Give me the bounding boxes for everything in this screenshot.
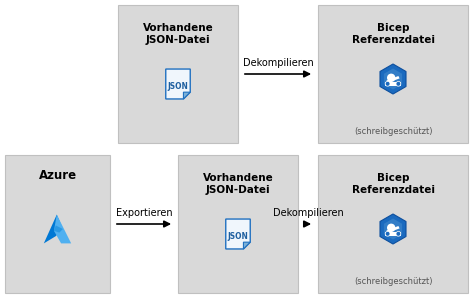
Circle shape: [396, 231, 401, 236]
Text: Bicep
Referenzdatei: Bicep Referenzdatei: [351, 173, 435, 195]
Polygon shape: [385, 82, 402, 85]
Text: Vorhandene
JSON-Datei: Vorhandene JSON-Datei: [202, 173, 273, 195]
Polygon shape: [54, 214, 71, 243]
Bar: [118, 5, 238, 143]
Polygon shape: [380, 64, 406, 94]
Bar: [5, 155, 110, 293]
Text: Azure: Azure: [38, 169, 77, 182]
Polygon shape: [54, 225, 63, 233]
Circle shape: [387, 224, 395, 232]
Polygon shape: [380, 214, 406, 244]
Text: Vorhandene
JSON-Datei: Vorhandene JSON-Datei: [143, 23, 213, 45]
Text: JSON: JSON: [167, 82, 188, 91]
Bar: [178, 155, 298, 293]
Circle shape: [387, 74, 395, 82]
Text: Dekompilieren: Dekompilieren: [272, 208, 343, 218]
Polygon shape: [386, 76, 400, 83]
Polygon shape: [244, 242, 250, 249]
Polygon shape: [44, 214, 63, 243]
Text: (schreibgeschützt): (schreibgeschützt): [354, 127, 432, 136]
Text: Bicep
Referenzdatei: Bicep Referenzdatei: [351, 23, 435, 45]
Bar: [318, 155, 468, 293]
Polygon shape: [184, 92, 190, 99]
Circle shape: [396, 81, 401, 86]
Polygon shape: [385, 232, 402, 236]
Text: Dekompilieren: Dekompilieren: [243, 58, 314, 68]
Polygon shape: [386, 226, 400, 233]
Circle shape: [385, 231, 390, 236]
Polygon shape: [384, 218, 402, 239]
Polygon shape: [166, 69, 190, 99]
Text: (schreibgeschützt): (schreibgeschützt): [354, 277, 432, 286]
Circle shape: [385, 81, 390, 86]
Polygon shape: [226, 219, 250, 249]
Bar: [318, 5, 468, 143]
Text: JSON: JSON: [228, 232, 248, 241]
Text: Exportieren: Exportieren: [116, 208, 172, 218]
Polygon shape: [384, 68, 402, 89]
